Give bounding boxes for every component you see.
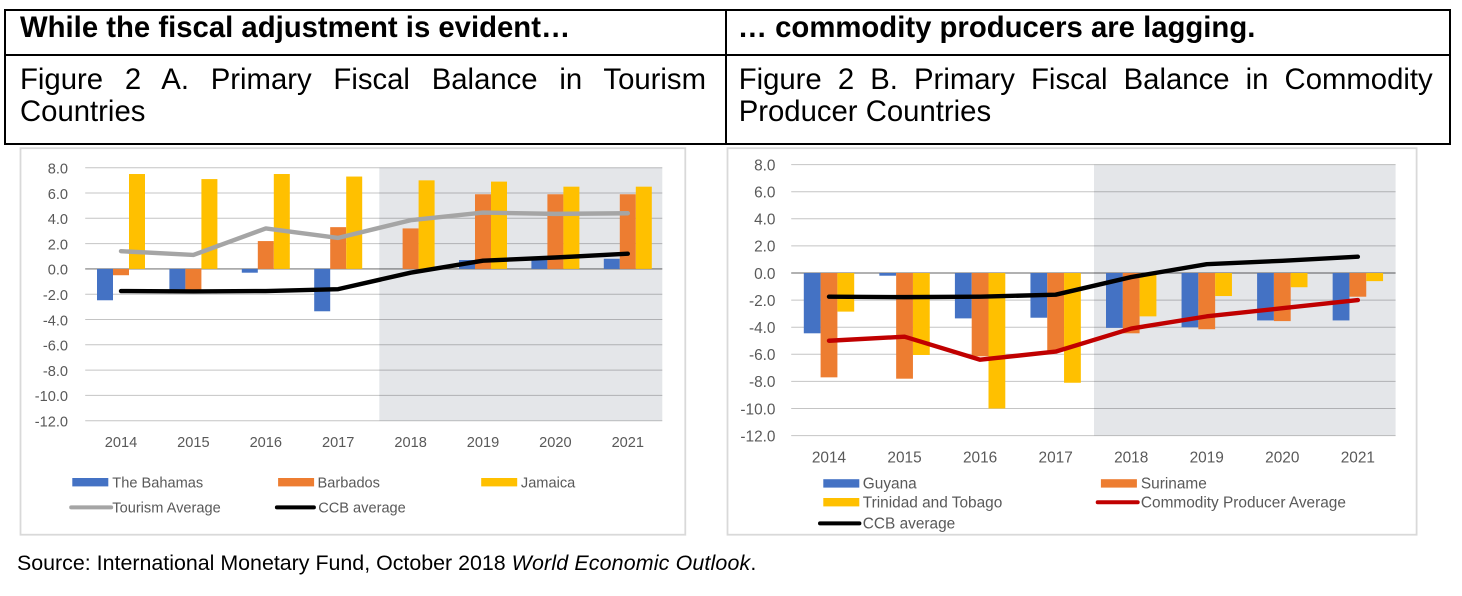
svg-text:2016: 2016 xyxy=(963,450,997,467)
svg-text:Jamaica: Jamaica xyxy=(521,475,576,491)
svg-text:8.0: 8.0 xyxy=(754,157,775,174)
svg-text:2021: 2021 xyxy=(612,435,644,451)
svg-text:4.0: 4.0 xyxy=(48,212,68,228)
svg-text:-6.0: -6.0 xyxy=(43,339,68,355)
svg-text:Barbados: Barbados xyxy=(318,475,380,491)
svg-text:8.0: 8.0 xyxy=(48,162,68,178)
svg-text:-12.0: -12.0 xyxy=(740,428,775,445)
svg-text:-2.0: -2.0 xyxy=(749,293,776,310)
svg-text:-12.0: -12.0 xyxy=(35,415,68,431)
svg-text:6.0: 6.0 xyxy=(48,187,68,203)
svg-text:Trinidad and Tobago: Trinidad and Tobago xyxy=(863,494,1002,511)
svg-text:-8.0: -8.0 xyxy=(749,374,776,391)
svg-text:-2.0: -2.0 xyxy=(43,288,68,304)
svg-text:CCB average: CCB average xyxy=(863,516,955,533)
svg-text:Commodity Producer Average: Commodity Producer Average xyxy=(1141,494,1346,511)
svg-text:2014: 2014 xyxy=(105,435,137,451)
svg-text:2015: 2015 xyxy=(887,450,921,467)
svg-text:6.0: 6.0 xyxy=(754,185,775,202)
svg-text:Tourism Average: Tourism Average xyxy=(112,501,220,517)
svg-text:Guyana: Guyana xyxy=(863,476,917,493)
svg-text:2019: 2019 xyxy=(1190,450,1224,467)
svg-text:2016: 2016 xyxy=(250,435,282,451)
svg-text:2021: 2021 xyxy=(1341,450,1375,467)
svg-text:-4.0: -4.0 xyxy=(749,320,776,337)
svg-text:0.0: 0.0 xyxy=(754,266,775,283)
svg-text:-4.0: -4.0 xyxy=(43,313,68,329)
svg-text:4.0: 4.0 xyxy=(754,212,775,229)
svg-text:2014: 2014 xyxy=(812,450,847,467)
svg-text:2.0: 2.0 xyxy=(754,239,775,256)
svg-text:-6.0: -6.0 xyxy=(749,347,776,364)
svg-text:-10.0: -10.0 xyxy=(740,401,775,418)
svg-text:-8.0: -8.0 xyxy=(43,364,68,380)
svg-text:Suriname: Suriname xyxy=(1141,476,1207,493)
svg-text:CCB average: CCB average xyxy=(318,501,406,517)
svg-text:2020: 2020 xyxy=(1265,450,1299,467)
svg-text:2.0: 2.0 xyxy=(48,237,68,253)
svg-text:2015: 2015 xyxy=(177,435,209,451)
svg-text:2017: 2017 xyxy=(322,435,354,451)
svg-text:2020: 2020 xyxy=(539,435,571,451)
svg-text:-10.0: -10.0 xyxy=(35,389,68,405)
svg-text:2018: 2018 xyxy=(394,435,426,451)
svg-text:2018: 2018 xyxy=(1114,450,1148,467)
svg-text:0.0: 0.0 xyxy=(48,263,68,279)
svg-text:The Bahamas: The Bahamas xyxy=(112,475,203,491)
svg-text:2017: 2017 xyxy=(1039,450,1073,467)
svg-text:2019: 2019 xyxy=(467,435,499,451)
